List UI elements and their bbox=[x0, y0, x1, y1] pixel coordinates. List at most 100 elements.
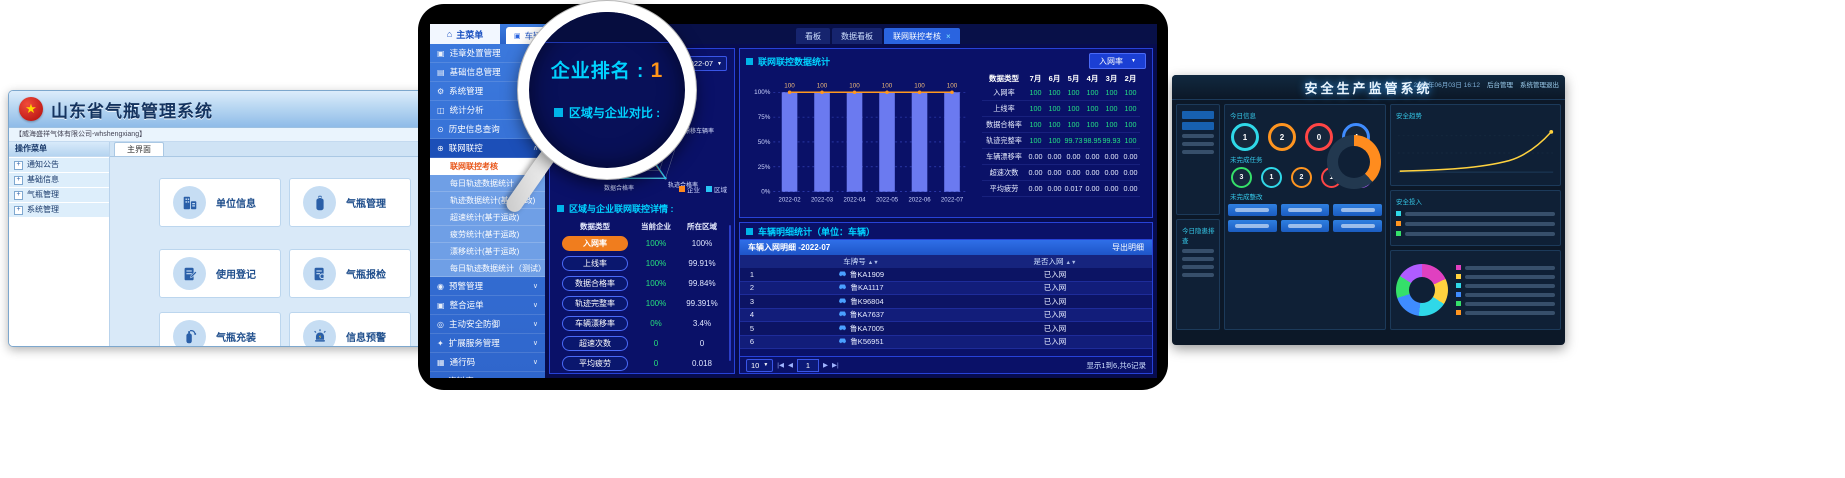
submenu-item-4[interactable]: 疲劳统计(基于运政) bbox=[430, 226, 545, 243]
safety-left-nav-panel bbox=[1176, 104, 1220, 215]
metric-pill[interactable]: 上线率 bbox=[562, 255, 628, 271]
expand-icon[interactable]: + bbox=[14, 190, 23, 200]
rectify-button[interactable] bbox=[1228, 204, 1277, 216]
vehicle-row-4[interactable]: 5 鲁KA7005 已入网 bbox=[740, 322, 1152, 336]
tab-assessment[interactable]: 联网联控考核 × bbox=[884, 28, 960, 44]
rectify-button[interactable] bbox=[1280, 204, 1330, 216]
sidebar-item-3[interactable]: + 系统管理 bbox=[9, 203, 109, 217]
month-row-label: 车辆漂移率 bbox=[986, 151, 1022, 161]
sidebar-item-b1[interactable]: ▣ 整合运单 ∨ bbox=[430, 296, 545, 315]
last-page-button[interactable]: ▶| bbox=[831, 362, 839, 369]
rectify-button[interactable] bbox=[1228, 220, 1277, 232]
card-gas-cylinder[interactable]: 气瓶管理 bbox=[289, 178, 411, 227]
row-index: 3 bbox=[749, 296, 755, 306]
vehicle-row-5[interactable]: 6 鲁K56951 已入网 bbox=[740, 335, 1152, 349]
card-register[interactable]: 使用登记 bbox=[159, 249, 281, 298]
sidebar-item-b0[interactable]: ◉ 预警管理 ∨ bbox=[430, 277, 545, 296]
card-alert[interactable]: 信息预警 bbox=[289, 312, 411, 346]
sidebar-item-label: 扩展服务管理 bbox=[448, 338, 500, 348]
sidebar-item-0[interactable]: + 通知公告 bbox=[9, 158, 109, 172]
month-value: 0.00 bbox=[1085, 184, 1100, 193]
chevron-down-icon: ∨ bbox=[532, 283, 538, 290]
col-plate-header[interactable]: 车牌号 ▲▼ bbox=[843, 257, 879, 266]
hazard-section-title: 今日隐患排查 bbox=[1182, 228, 1215, 245]
col-status-header[interactable]: 是否入网 ▲▼ bbox=[1033, 257, 1077, 266]
month-value: 0.00 bbox=[1085, 152, 1100, 161]
square-bullet-icon bbox=[746, 57, 753, 65]
metric-pill[interactable]: 轨迹完整率 bbox=[562, 295, 628, 311]
sidebar-item-b2[interactable]: ◎ 主动安全防御 ∨ bbox=[430, 315, 545, 334]
month-value: 100 bbox=[1029, 88, 1042, 97]
nav-button[interactable] bbox=[1182, 122, 1214, 130]
sidebar-item-2[interactable]: + 气瓶管理 bbox=[9, 188, 109, 202]
tab-board-0[interactable]: 看板 bbox=[796, 28, 830, 44]
month-row-label: 上线率 bbox=[993, 103, 1015, 113]
card-buildings[interactable]: 单位信息 bbox=[159, 178, 281, 227]
metric-pill[interactable]: 入网率 bbox=[562, 235, 628, 251]
admin-link[interactable]: 后台管理 bbox=[1487, 82, 1513, 89]
month-value: 100 bbox=[1105, 120, 1118, 129]
nav-button[interactable] bbox=[1182, 111, 1214, 119]
tab-main-view[interactable]: 主界面 bbox=[114, 142, 164, 156]
sidebar-item-1[interactable]: + 基础信息 bbox=[9, 173, 109, 187]
metric-pill[interactable]: 超速次数 bbox=[562, 335, 628, 351]
sidebar-item-b3[interactable]: ✦ 扩展服务管理 ∨ bbox=[430, 334, 545, 353]
safety-main-panel: 今日信息 1204 未完成任务 31211 未完成整改 bbox=[1224, 104, 1386, 330]
metric-pill[interactable]: 平均疲劳 bbox=[562, 355, 628, 371]
month-value: 0.00 bbox=[1104, 152, 1119, 161]
row-index: 2 bbox=[749, 283, 755, 293]
vehicle-row-1[interactable]: 2 鲁KA1117 已入网 bbox=[740, 281, 1152, 295]
card-label: 气瓶报检 bbox=[346, 270, 386, 281]
page-size-select[interactable]: 10 ▼ bbox=[746, 358, 774, 372]
completion-donut-chart bbox=[1327, 135, 1381, 189]
sidebar-item-network[interactable]: ⊕ 联网联控 ∧ bbox=[430, 139, 545, 158]
rectify-button[interactable] bbox=[1280, 220, 1330, 232]
sidebar-item-b4[interactable]: ▦ 通行码 ∨ bbox=[430, 353, 545, 372]
sidebar-item-label: 违章处置管理 bbox=[449, 48, 501, 58]
card-filling[interactable]: 气瓶充装 bbox=[159, 312, 281, 346]
vehicle-table-tab[interactable]: 车辆入网明细 -2022-07 bbox=[748, 243, 831, 252]
metric-select[interactable]: 入网率 ▼ bbox=[1089, 53, 1146, 69]
main-menu-button[interactable]: ⌂ 主菜单 bbox=[430, 24, 500, 44]
month-value: 100 bbox=[1105, 104, 1118, 113]
page-number-input[interactable]: 1 bbox=[796, 358, 819, 372]
svg-text:100: 100 bbox=[817, 82, 828, 89]
company-name-bar: 【威海盛祥气体有限公司-whshengxiang】 bbox=[9, 128, 456, 142]
month-row-label: 入网率 bbox=[993, 87, 1015, 97]
logout-link[interactable]: 系统管理退出 bbox=[1520, 82, 1559, 89]
sidebar-item-b5[interactable]: ◈ 资料库 ∨ bbox=[430, 372, 545, 378]
sort-icons[interactable]: ▲▼ bbox=[1065, 260, 1077, 266]
card-inspection[interactable]: 气瓶报检 bbox=[289, 249, 411, 298]
export-detail-button[interactable]: 导出明细 bbox=[1112, 243, 1144, 252]
metric-pill[interactable]: 数据合格率 bbox=[562, 275, 628, 291]
sidebar-item-label: 基础信息管理 bbox=[449, 67, 501, 77]
monthly-rate-bar-chart: 0% 25% 50% 75% 100% 100 2022-02 100 2022-03 100 20… bbox=[746, 71, 978, 213]
vehicle-row-3[interactable]: 4 鲁KA7637 已入网 bbox=[740, 308, 1152, 322]
rectify-button[interactable] bbox=[1333, 204, 1382, 216]
first-page-button[interactable]: |◀ bbox=[777, 362, 784, 369]
sort-icons[interactable]: ▲▼ bbox=[867, 260, 879, 266]
close-icon[interactable]: × bbox=[946, 31, 951, 41]
chevron-down-icon: ▼ bbox=[717, 60, 722, 67]
submenu-item-0[interactable]: 联网联控考核 bbox=[430, 158, 545, 175]
stat-ring: 1 bbox=[1261, 167, 1282, 188]
expand-icon[interactable]: + bbox=[14, 160, 23, 170]
vehicle-panel-title: 车辆明细统计（单位：车辆） bbox=[746, 225, 875, 238]
chevron-down-icon: ∨ bbox=[532, 340, 538, 347]
expand-icon[interactable]: + bbox=[14, 175, 23, 185]
submenu-item-5[interactable]: 漂移统计(基于运政) bbox=[430, 243, 545, 260]
next-page-button[interactable]: ▶ bbox=[822, 362, 828, 369]
rectify-button[interactable] bbox=[1333, 220, 1382, 232]
prev-page-button[interactable]: ◀ bbox=[787, 362, 793, 369]
metric-pill[interactable]: 车辆漂移率 bbox=[562, 315, 628, 331]
vehicle-row-0[interactable]: 1 鲁KA1909 已入网 bbox=[740, 268, 1152, 282]
submenu-item-3[interactable]: 超速统计(基于运政) bbox=[430, 209, 545, 226]
expand-icon[interactable]: + bbox=[14, 205, 23, 215]
rectify-section-title: 未完成整改 bbox=[1230, 194, 1263, 201]
safety-supervision-dashboard: 安全生产监管系统 2022年06月03日 16:12 后台管理 系统管理退出 今… bbox=[1172, 75, 1565, 345]
submenu-item-6[interactable]: 每日轨迹数据统计（测试） bbox=[430, 260, 546, 277]
tab-board-1[interactable]: 数据看板 bbox=[832, 28, 882, 44]
row-index: 1 bbox=[749, 269, 755, 279]
vehicle-row-2[interactable]: 3 鲁K96804 已入网 bbox=[740, 295, 1152, 309]
scrollbar[interactable] bbox=[729, 225, 731, 361]
